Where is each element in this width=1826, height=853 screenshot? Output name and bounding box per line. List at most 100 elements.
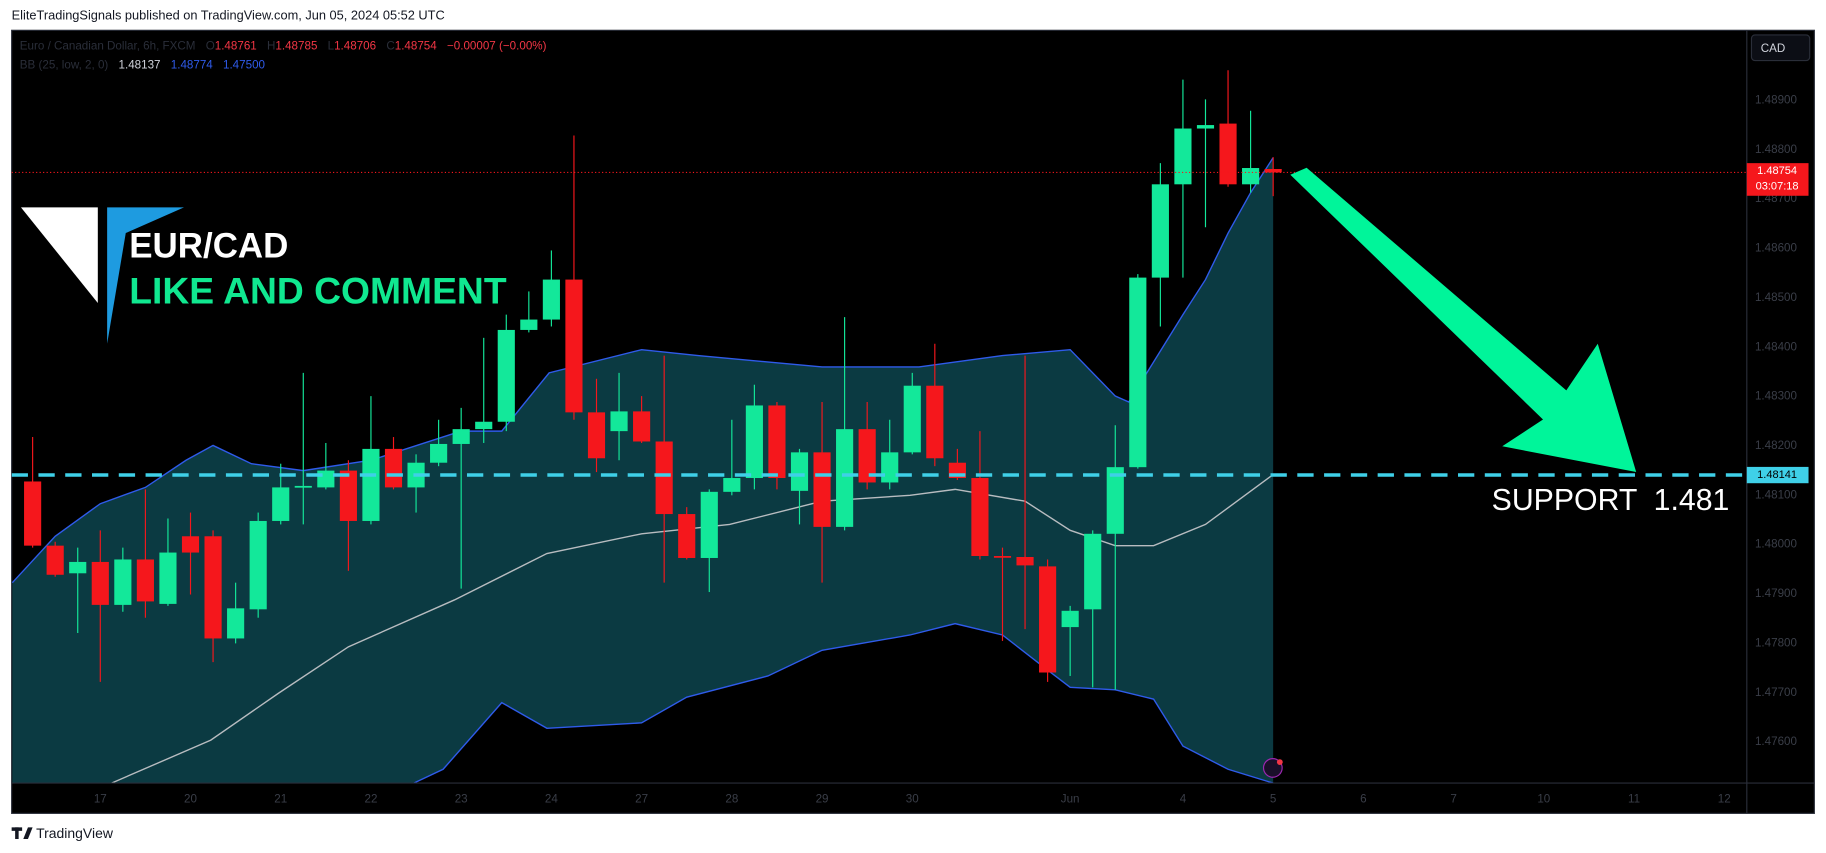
candle-body xyxy=(1151,184,1169,278)
candle-body xyxy=(430,443,448,463)
indicator-legend: BB (25, low, 2, 0) 1.48137 1.48774 1.475… xyxy=(20,58,266,71)
legend-value: 1.48761 xyxy=(215,40,257,53)
legend-value: 1.48754 xyxy=(395,40,438,53)
candle-body xyxy=(587,412,606,459)
x-tick-label: 20 xyxy=(184,792,197,805)
currency-label[interactable]: CAD xyxy=(1761,42,1786,55)
y-tick-label: 1.48100 xyxy=(1755,488,1798,501)
band-line xyxy=(413,622,1274,784)
y-tick-label: 1.47900 xyxy=(1755,587,1798,600)
indicator-value: 1.48137 xyxy=(119,58,161,71)
candle-body xyxy=(565,279,583,413)
candle-body xyxy=(542,279,560,320)
target-arrow xyxy=(1290,167,1637,472)
band-fill xyxy=(12,157,1274,784)
axes: 1.47600 1.47700 1.47800 1.47900 1.48000 1.481… xyxy=(11,30,1815,814)
x-tick-label: 11 xyxy=(1628,792,1640,805)
candle-body xyxy=(204,536,222,639)
ohlc-legend: Euro / Canadian Dollar, 6h, FXCM O1.4876… xyxy=(20,40,547,53)
footer-brand: TradingView xyxy=(36,825,114,841)
legend-key: O xyxy=(206,40,215,53)
candle-body xyxy=(46,545,64,575)
y-tick-label: 1.48800 xyxy=(1755,143,1798,156)
candle-body xyxy=(520,319,538,330)
plot-area xyxy=(11,70,1747,784)
legend-change: −0.00007 (−0.00%) xyxy=(447,40,547,53)
candle-body xyxy=(700,491,718,558)
candle-body xyxy=(655,441,673,515)
candle-body xyxy=(384,448,403,488)
y-tick-label: 1.47700 xyxy=(1755,686,1798,699)
symbol: Euro / Canadian Dollar, 6h, FXCM xyxy=(20,40,196,53)
x-tick-label: 27 xyxy=(635,792,648,805)
candle-body xyxy=(452,429,470,444)
y-tick-label: 1.48300 xyxy=(1755,390,1798,403)
candle-body xyxy=(497,329,515,422)
y-tick-label: 1.47800 xyxy=(1755,636,1798,649)
candle-body xyxy=(610,411,628,432)
support-tag xyxy=(1746,466,1809,484)
candle-body xyxy=(745,405,763,479)
currency-button[interactable] xyxy=(1750,34,1811,62)
candle-body xyxy=(1219,123,1237,185)
candle-body xyxy=(678,514,696,558)
candle-body xyxy=(813,452,831,527)
candle-body xyxy=(993,556,1012,558)
x-tick-label: 4 xyxy=(1180,792,1187,805)
x-tick-label: 6 xyxy=(1360,792,1366,805)
candle-body xyxy=(1039,566,1057,673)
y-tick-label: 1.48400 xyxy=(1755,340,1798,353)
logo-white xyxy=(20,207,98,303)
band-line xyxy=(11,157,1274,584)
x-tick-label: 7 xyxy=(1450,792,1456,805)
candle-body xyxy=(362,448,380,521)
candle-body xyxy=(633,411,651,442)
candle-body xyxy=(881,452,899,483)
indicator-value: 1.48774 xyxy=(171,58,214,71)
candle-body xyxy=(136,559,154,602)
publish-header: EliteTradingSignals published on Trading… xyxy=(12,8,445,23)
x-tick-label: 12 xyxy=(1718,792,1731,805)
candle-body xyxy=(181,536,200,553)
candle-body xyxy=(971,478,989,557)
candle-body xyxy=(227,608,245,639)
x-tick-label: 17 xyxy=(94,792,107,805)
countdown-label: 03:07:18 xyxy=(1756,180,1799,192)
candle-body xyxy=(294,485,312,488)
x-tick-label: 22 xyxy=(364,792,377,805)
x-tick-label: 29 xyxy=(816,792,829,805)
legend-value: 1.48706 xyxy=(334,40,376,53)
indicator-name: BB (25, low, 2, 0) xyxy=(20,58,109,71)
support-annotation: SUPPORT 1.481 xyxy=(1492,484,1730,517)
y-tick-label: 1.48500 xyxy=(1755,291,1798,304)
candle-body xyxy=(69,561,87,574)
pair-title: EUR/CAD xyxy=(129,226,288,265)
tv-logo xyxy=(23,827,33,840)
candle-body xyxy=(317,470,335,488)
y-tick-label: 1.47600 xyxy=(1755,735,1798,748)
candle-body xyxy=(836,429,854,527)
candle-body xyxy=(1264,169,1282,173)
candle-body xyxy=(1061,610,1079,628)
candle-body xyxy=(91,561,109,605)
x-tick-label: 5 xyxy=(1270,792,1276,805)
x-tick-label: 23 xyxy=(455,792,468,805)
y-tick-label: 1.48900 xyxy=(1755,93,1798,106)
x-tick-label: 24 xyxy=(545,792,558,805)
y-tick-label: 1.48600 xyxy=(1755,242,1798,255)
candle-body xyxy=(903,385,921,453)
support-price-label: 1.48141 xyxy=(1757,469,1797,481)
candle-body xyxy=(1016,556,1034,566)
candle-body xyxy=(723,478,741,492)
candle-body xyxy=(858,429,876,483)
legend-key: C xyxy=(386,40,394,53)
x-tick-label: 30 xyxy=(906,792,919,805)
overlay: EUR/CAD LIKE AND COMMENT SUPPORT 1.481 E… xyxy=(11,34,1811,841)
last-price-label: 1.48754 xyxy=(1757,165,1797,177)
candle-body xyxy=(475,421,493,430)
x-tick-label: 28 xyxy=(725,792,738,805)
candle-body xyxy=(339,470,357,521)
candle-body xyxy=(768,405,786,479)
